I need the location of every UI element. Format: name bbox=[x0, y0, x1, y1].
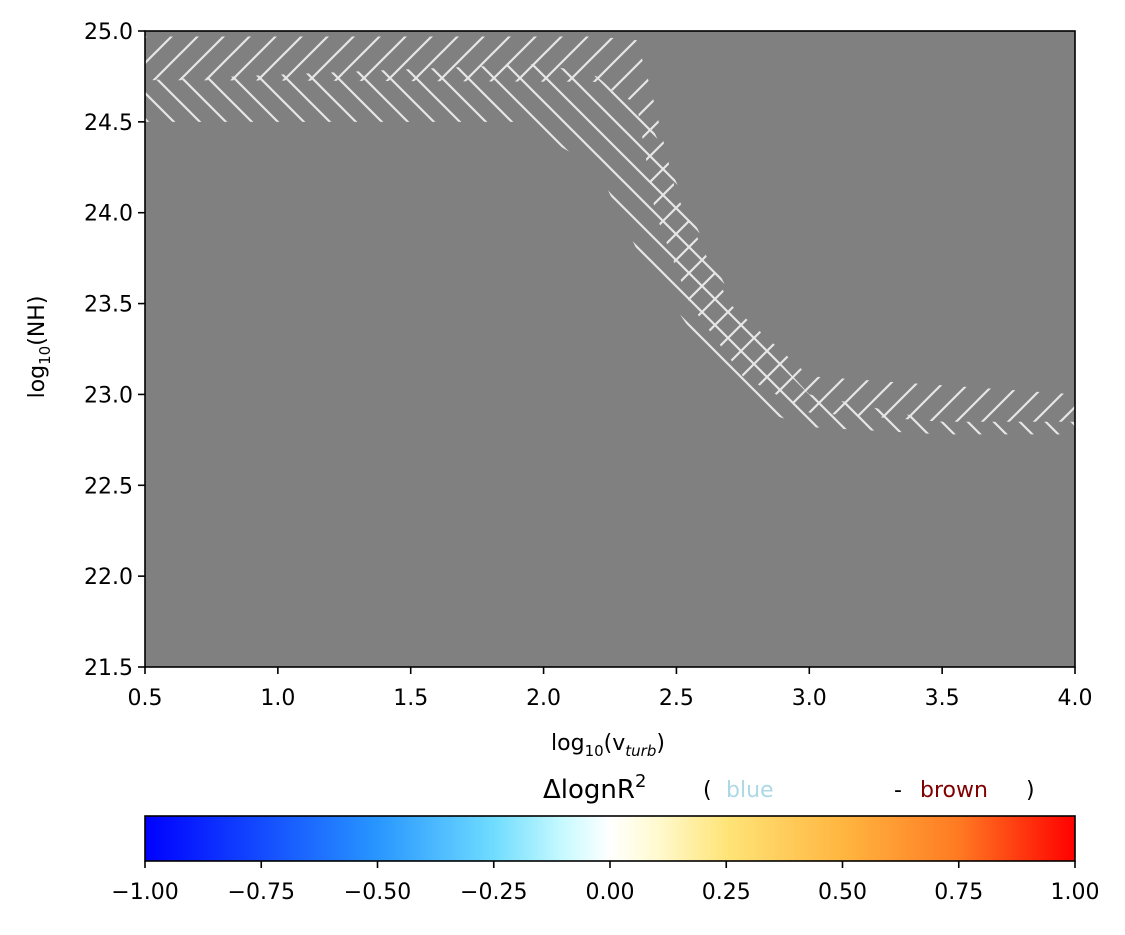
x-tick-label: 2.0 bbox=[526, 686, 561, 711]
hatched-band-back-slash bbox=[145, 63, 1075, 435]
x-axis: 0.5 1.0 1.5 2.0 2.5 3.0 3.5 4.0 bbox=[128, 667, 1093, 711]
y-axis: 21.5 22.0 22.5 23.0 23.5 24.0 24.5 25.0 bbox=[84, 20, 145, 681]
y-tick-label: 24.0 bbox=[84, 202, 133, 227]
colorbar-ticks: −1.00 −0.75 −0.50 −0.25 0.00 0.25 0.50 0.75 1.00 bbox=[111, 861, 1099, 905]
x-tick-label: 2.5 bbox=[659, 686, 694, 711]
x-tick-label: 0.5 bbox=[128, 686, 163, 711]
x-tick-label: 4.0 bbox=[1058, 686, 1093, 711]
hatched-bands bbox=[145, 36, 1075, 435]
colorbar-tick-label: 0.50 bbox=[818, 880, 867, 905]
y-tick-label: 21.5 bbox=[84, 656, 133, 681]
colorbar: ΔlognR2 ( blue - brown ) −1.00 −0.75 −0.50… bbox=[111, 771, 1099, 905]
colorbar-title-open-paren: ( bbox=[703, 778, 712, 803]
y-tick-label: 22.0 bbox=[84, 565, 133, 590]
colorbar-title: ΔlognR2 bbox=[543, 771, 646, 805]
y-tick-label: 24.5 bbox=[84, 111, 133, 136]
x-tick-label: 1.0 bbox=[260, 686, 295, 711]
x-tick-label: 3.0 bbox=[792, 686, 827, 711]
hatched-band-forward-slash bbox=[145, 36, 1075, 422]
y-axis-label: log10(NH) bbox=[25, 296, 54, 399]
x-tick-label: 1.5 bbox=[393, 686, 428, 711]
plot-area bbox=[144, 30, 1076, 668]
colorbar-tick-label: −0.50 bbox=[344, 880, 411, 905]
colorbar-title-blue: blue bbox=[726, 778, 774, 803]
colorbar-tick-label: 0.25 bbox=[702, 880, 751, 905]
colorbar-title-dash: - bbox=[894, 778, 902, 803]
colorbar-tick-label: −1.00 bbox=[111, 880, 178, 905]
y-tick-label: 25.0 bbox=[84, 20, 133, 45]
colorbar-tick-label: 1.00 bbox=[1051, 880, 1100, 905]
x-tick-label: 3.5 bbox=[925, 686, 960, 711]
colorbar-tick-label: −0.75 bbox=[228, 880, 295, 905]
colorbar-title-close-paren: ) bbox=[1026, 778, 1035, 803]
x-axis-label: log10(vturb) bbox=[551, 731, 665, 760]
plot-frame bbox=[144, 30, 1076, 668]
colorbar-tick-label: 0.75 bbox=[934, 880, 983, 905]
colorbar-tick-label: −0.25 bbox=[460, 880, 527, 905]
colorbar-title-brown: brown bbox=[920, 778, 988, 803]
colorbar-gradient bbox=[144, 815, 1076, 862]
y-tick-label: 22.5 bbox=[84, 474, 133, 499]
y-tick-label: 23.0 bbox=[84, 383, 133, 408]
y-tick-label: 23.5 bbox=[84, 293, 133, 318]
colorbar-tick-label: 0.00 bbox=[586, 880, 635, 905]
